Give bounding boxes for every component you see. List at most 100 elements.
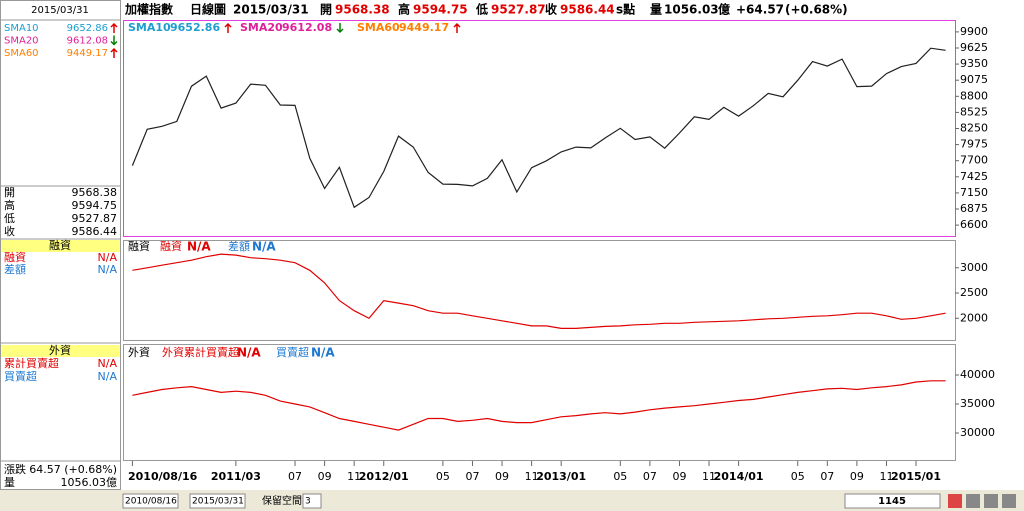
legend-name: 差額 — [228, 239, 250, 253]
legend-name: 外資累計買賣超 — [162, 345, 239, 359]
sma-value: 9652.86 — [170, 21, 220, 34]
series-line — [131, 47, 946, 209]
series-line — [132, 253, 946, 329]
sma-name: SMA10 — [4, 23, 39, 34]
section-header — [1, 345, 120, 357]
end-date-box[interactable] — [189, 493, 246, 509]
y-tick-label: 7425 — [960, 170, 988, 183]
label: 開 — [4, 186, 15, 199]
y-tick-label: 9350 — [960, 57, 988, 70]
start-date: 2010/08/16 — [125, 497, 177, 507]
sma-name: SMA20 — [240, 21, 283, 34]
zoom-button[interactable] — [948, 494, 962, 508]
y-tick-label: 9075 — [960, 73, 988, 86]
x-tick-label: 09 — [850, 470, 864, 483]
x-tick-label: 2012/01 — [359, 470, 409, 483]
toolbar — [0, 490, 1024, 511]
x-tick-label: 09 — [495, 470, 509, 483]
x-tick-label: 11 — [702, 470, 716, 483]
value: 1056.03億 — [61, 476, 118, 489]
count: 1145 — [878, 496, 906, 507]
x-tick-label: 07 — [288, 470, 302, 483]
y-tick-label: 7975 — [960, 138, 988, 151]
foreign-frame — [123, 344, 956, 461]
label: 累計買賣超 — [4, 356, 59, 370]
legend-value: N/A — [252, 240, 276, 254]
reserve-box[interactable] — [302, 493, 322, 509]
y-tick-label: 2000 — [960, 311, 988, 324]
trend-arrow — [110, 35, 118, 46]
change-pct: (+0.68%) — [785, 3, 848, 17]
sma-name: SMA10 — [128, 21, 171, 34]
label: 融資 — [4, 251, 26, 264]
value: 9594.75 — [413, 3, 468, 17]
margin-frame — [123, 240, 956, 341]
unit: s點 — [616, 2, 635, 17]
y-tick-label: 35000 — [960, 397, 995, 410]
label: 低 — [475, 2, 488, 17]
series-line — [132, 380, 946, 431]
x-tick-label: 2011/03 — [211, 470, 261, 483]
sma-value: 9449.17 — [67, 48, 108, 59]
sma-name: SMA20 — [4, 36, 39, 47]
trend-arrow — [453, 22, 461, 33]
start-date-box[interactable] — [122, 493, 179, 509]
y-tick-label: 6600 — [960, 218, 988, 231]
value: 9586.44 — [72, 225, 118, 238]
trend-arrow — [110, 47, 118, 58]
nav-button[interactable] — [966, 494, 980, 508]
x-tick-label: 05 — [436, 470, 450, 483]
x-tick-label: 11 — [879, 470, 893, 483]
x-tick-label: 2015/01 — [891, 470, 941, 483]
x-tick-label: 2010/08/16 — [128, 470, 198, 483]
x-tick-label: 2013/01 — [536, 470, 586, 483]
y-tick-label: 8250 — [960, 122, 988, 135]
reserve: 3 — [305, 497, 311, 507]
value: 9586.44 — [560, 3, 615, 17]
y-tick-label: 8800 — [960, 89, 988, 102]
end-date: 2015/03/31 — [192, 497, 244, 507]
reserve-label: 保留空間 — [262, 494, 302, 507]
panel-date: 2015/03/31 — [31, 5, 89, 16]
label: 量 — [4, 476, 15, 489]
y-tick-label: 7150 — [960, 186, 988, 199]
x-tick-label: 2014/01 — [714, 470, 764, 483]
value: 9527.87 — [491, 3, 546, 17]
x-tick-label: 07 — [465, 470, 479, 483]
trend-arrow — [336, 23, 344, 34]
section-header — [1, 240, 120, 252]
label: 收 — [545, 2, 557, 17]
x-tick-label: 05 — [791, 470, 805, 483]
label: 差額 — [4, 262, 26, 276]
unit: 億 — [718, 2, 730, 17]
section-title: 外資 — [49, 344, 71, 357]
x-tick-label: 09 — [672, 470, 686, 483]
value: 1056.03 — [664, 3, 719, 17]
y-tick-label: 3000 — [960, 261, 988, 274]
sma-value: 9612.08 — [282, 21, 332, 34]
y-tick-label: 40000 — [960, 368, 995, 381]
legend-name: 融資 — [160, 240, 182, 253]
x-tick-label: 09 — [318, 470, 332, 483]
label: 高 — [4, 198, 15, 212]
x-tick-label: 11 — [525, 470, 539, 483]
sma-legend: SMA10 9652.86 SMA20 9612.08 SMA60 9449.17 — [128, 21, 461, 34]
x-tick-label: 07 — [820, 470, 834, 483]
nav-button[interactable] — [1002, 494, 1016, 508]
trend-arrow — [224, 22, 232, 33]
value: N/A — [98, 370, 118, 383]
value: N/A — [98, 263, 118, 276]
label: 買賣超 — [4, 369, 37, 383]
y-tick-label: 2500 — [960, 286, 988, 299]
nav-button[interactable] — [984, 494, 998, 508]
label: 收 — [4, 224, 15, 238]
section-title: 融資 — [49, 239, 71, 252]
trend-arrow — [110, 22, 118, 33]
value: N/A — [98, 251, 118, 264]
sma-value: 9612.08 — [67, 36, 108, 47]
sma-list: SMA10 9652.86 SMA20 9612.08 SMA60 9449.17 — [4, 22, 118, 59]
x-tick-label: 07 — [643, 470, 657, 483]
value: 9568.38 — [72, 186, 118, 199]
